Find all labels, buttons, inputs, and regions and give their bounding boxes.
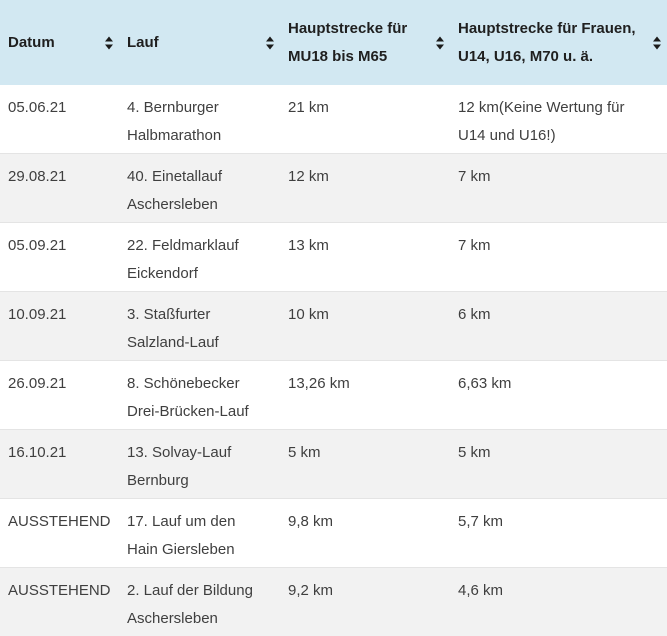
column-header-hauptstrecke-mu18-m65[interactable]: Hauptstrecke für MU18 bis M65 [280, 0, 450, 85]
table-header: Datum Lauf Hauptstrecke für MU18 bis M65 Ha… [0, 0, 667, 85]
sort-up-icon [105, 36, 113, 41]
sort-down-icon [266, 44, 274, 49]
cell-hauptstrecke-mu18-m65: 9,8 km [280, 498, 450, 568]
sort-icon [653, 36, 661, 49]
cell-datum: AUSSTEHEND [0, 498, 119, 568]
table-row: 05.06.21 4. Bernburger Halbmarathon 21 km 1… [0, 85, 667, 154]
cell-hauptstrecke-mu18-m65: 10 km [280, 291, 450, 361]
cell-datum: 05.06.21 [0, 85, 119, 154]
cell-lauf: 40. Einetallauf Aschersleben [119, 153, 280, 223]
cell-lauf: 17. Lauf um den Hain Giersleben [119, 498, 280, 568]
sort-up-icon [266, 36, 274, 41]
cell-datum: 05.09.21 [0, 222, 119, 292]
cell-hauptstrecke-mu18-m65: 5 km [280, 429, 450, 499]
cell-lauf: 3. Staßfurter Salzland-Lauf [119, 291, 280, 361]
cell-lauf: 4. Bernburger Halbmarathon [119, 85, 280, 154]
sort-icon [436, 36, 444, 49]
column-header-label: Lauf [127, 33, 159, 51]
cell-hauptstrecke-mu18-m65: 21 km [280, 85, 450, 154]
column-header-hauptstrecke-frauen[interactable]: Hauptstrecke für Frauen, U14, U16, M70 u… [450, 0, 667, 85]
table-row: AUSSTEHEND 17. Lauf um den Hain Gierslebe… [0, 498, 667, 568]
table-row: AUSSTEHEND 2. Lauf der Bildung Aschersleb… [0, 567, 667, 636]
sort-down-icon [653, 44, 661, 49]
cell-datum: 16.10.21 [0, 429, 119, 499]
cell-datum: 26.09.21 [0, 360, 119, 430]
cell-hauptstrecke-frauen: 6,63 km [450, 360, 667, 430]
sort-up-icon [436, 36, 444, 41]
cell-datum: 10.09.21 [0, 291, 119, 361]
cell-hauptstrecke-frauen: 6 km [450, 291, 667, 361]
table-row: 16.10.21 13. Solvay-Lauf Bernburg 5 km 5 km [0, 429, 667, 499]
cell-lauf: 2. Lauf der Bildung Aschersleben [119, 567, 280, 636]
table-row: 26.09.21 8. Schönebecker Drei-Brücken-Lau… [0, 360, 667, 430]
cell-hauptstrecke-frauen: 5 km [450, 429, 667, 499]
table-body: 05.06.21 4. Bernburger Halbmarathon 21 km 1… [0, 85, 667, 636]
column-header-label: Hauptstrecke für Frauen, U14, U16, M70 u… [458, 19, 636, 65]
cell-hauptstrecke-mu18-m65: 9,2 km [280, 567, 450, 636]
cell-hauptstrecke-mu18-m65: 12 km [280, 153, 450, 223]
table-row: 10.09.21 3. Staßfurter Salzland-Lauf 10 km… [0, 291, 667, 361]
cell-datum: AUSSTEHEND [0, 567, 119, 636]
column-header-label: Hauptstrecke für MU18 bis M65 [288, 19, 408, 65]
cell-hauptstrecke-frauen: 7 km [450, 222, 667, 292]
column-header-datum[interactable]: Datum [0, 0, 119, 85]
cell-hauptstrecke-mu18-m65: 13 km [280, 222, 450, 292]
cell-lauf: 22. Feldmarklauf Eickendorf [119, 222, 280, 292]
column-header-lauf[interactable]: Lauf [119, 0, 280, 85]
table-row: 29.08.21 40. Einetallauf Aschersleben 12 k… [0, 153, 667, 223]
cell-hauptstrecke-frauen: 12 km(Keine Wertung für U14 und U16!) [450, 85, 667, 154]
sort-icon [266, 36, 274, 49]
table-header-row: Datum Lauf Hauptstrecke für MU18 bis M65 Ha… [0, 0, 667, 85]
sort-down-icon [105, 44, 113, 49]
cell-hauptstrecke-frauen: 4,6 km [450, 567, 667, 636]
cell-hauptstrecke-mu18-m65: 13,26 km [280, 360, 450, 430]
cell-lauf: 13. Solvay-Lauf Bernburg [119, 429, 280, 499]
sort-down-icon [436, 44, 444, 49]
table-row: 05.09.21 22. Feldmarklauf Eickendorf 13 km… [0, 222, 667, 292]
cell-datum: 29.08.21 [0, 153, 119, 223]
cell-hauptstrecke-frauen: 5,7 km [450, 498, 667, 568]
cell-hauptstrecke-frauen: 7 km [450, 153, 667, 223]
cell-lauf: 8. Schönebecker Drei-Brücken-Lauf [119, 360, 280, 430]
column-header-label: Datum [8, 33, 55, 51]
sort-icon [105, 36, 113, 49]
sort-up-icon [653, 36, 661, 41]
